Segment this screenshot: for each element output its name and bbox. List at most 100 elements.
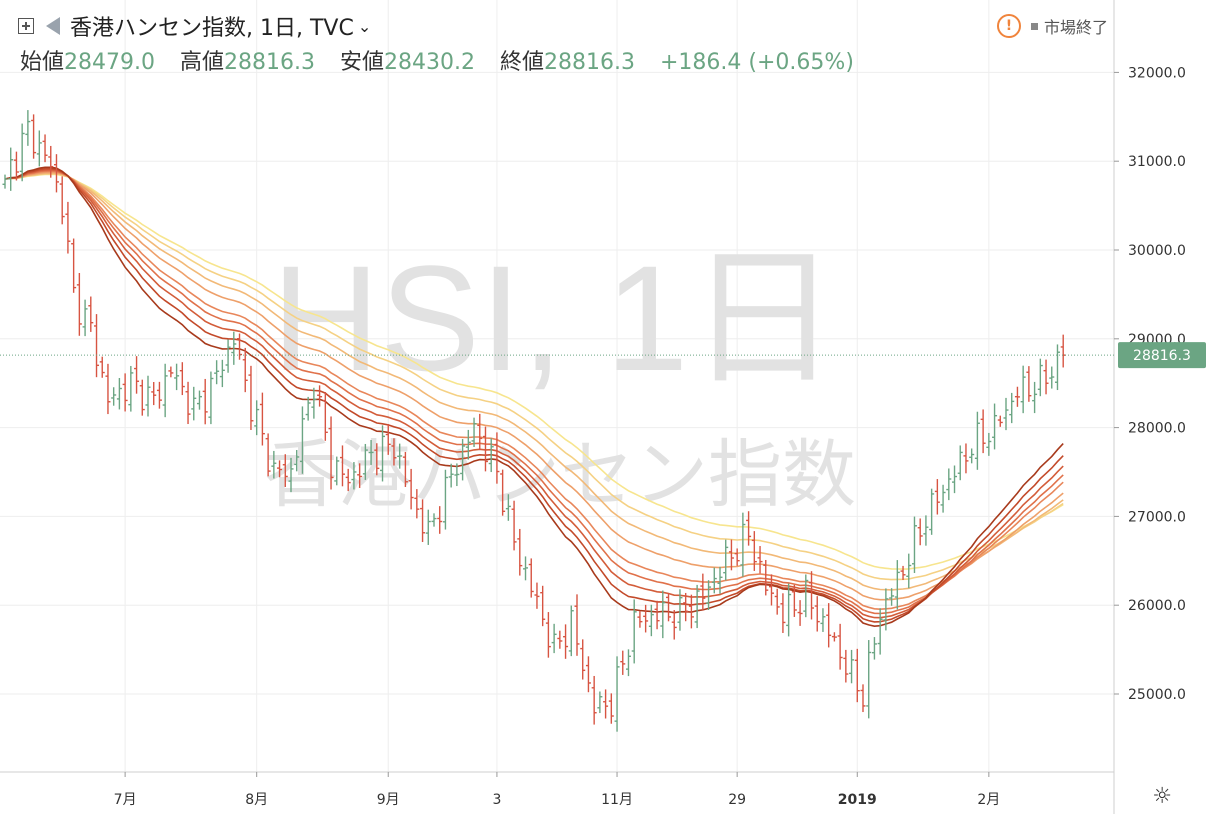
- gear-icon[interactable]: ☼: [1152, 784, 1172, 809]
- ohlc-bar: [837, 623, 843, 670]
- ohlc-bar: [654, 600, 660, 630]
- time-axis[interactable]: 7月 8月 9月 3 11月 29 2019 2月: [114, 772, 1001, 808]
- ohlc-bar: [1009, 392, 1015, 424]
- ohlc-bar: [540, 585, 546, 627]
- ohlc-bar: [723, 539, 729, 581]
- ohlc-bar: [603, 689, 609, 719]
- chart-header[interactable]: 香港ハンセン指数, 1日, TVC ⌄: [18, 10, 371, 42]
- ohlc-bar: [580, 639, 586, 680]
- ohlc-bar: [980, 409, 986, 454]
- ohlc-bar: [854, 648, 860, 703]
- ohlc-bar: [265, 433, 271, 477]
- ohlc-bar: [929, 488, 935, 535]
- ohlc-bar: [1020, 365, 1026, 414]
- ohlc-bar: [637, 611, 643, 628]
- ohlc-bar: [849, 649, 855, 684]
- time-tick-label: 8月: [245, 792, 268, 808]
- symbol-title[interactable]: 香港ハンセン指数, 1日, TVC: [70, 16, 354, 41]
- ohlc-bar: [431, 513, 437, 527]
- ohlc-legend: 始値28479.0 高値28816.3 安値28430.2 終値28816.3 …: [20, 44, 854, 76]
- expand-icon[interactable]: [18, 18, 34, 34]
- ohlc-bar: [511, 500, 517, 551]
- ohlc-bar: [814, 596, 820, 632]
- ohlc-bar: [122, 373, 128, 412]
- ohlc-bar: [963, 443, 969, 474]
- high-value: 28816.3: [224, 50, 315, 75]
- ohlc-bar: [866, 640, 872, 719]
- ohlc-bar: [763, 559, 769, 596]
- ohlc-bar: [877, 608, 883, 655]
- change-value: +186.4 (+0.65%): [660, 50, 854, 75]
- ohlc-bar: [568, 605, 574, 657]
- ohlc-bar: [563, 624, 569, 659]
- ohlc-bar: [734, 548, 740, 566]
- ohlc-bar: [202, 378, 208, 425]
- ohlc-bar: [608, 693, 614, 724]
- ohlc-bar: [660, 590, 666, 639]
- ohlc-bar: [437, 506, 443, 534]
- ohlc-bar: [362, 443, 368, 480]
- ohlc-bar: [992, 403, 998, 450]
- ohlc-bar: [997, 415, 1003, 427]
- ohlc-bar: [179, 362, 185, 396]
- ema-line: [4, 171, 1064, 601]
- ohlc-bar: [454, 463, 460, 487]
- ohlc-bar: [288, 457, 294, 493]
- ohlc-bar: [271, 450, 277, 479]
- ohlc-bar: [545, 612, 551, 658]
- warning-icon[interactable]: !: [996, 14, 1021, 38]
- ohlc-bar: [557, 630, 563, 649]
- ohlc-bar: [768, 574, 774, 606]
- ohlc-bar: [746, 511, 752, 546]
- ohlc-bar: [1049, 366, 1055, 389]
- price-axis[interactable]: 25000.026000.027000.028000.029000.030000…: [1114, 65, 1186, 703]
- ema-line: [4, 168, 1064, 619]
- ohlc-bar: [13, 151, 19, 181]
- ohlc-bar: [1032, 381, 1038, 414]
- status-dot-icon: [1030, 22, 1038, 30]
- price-tick-label: 27000.0: [1128, 509, 1186, 525]
- ohlc-bar: [666, 592, 672, 622]
- ohlc-bar: [208, 371, 214, 425]
- ohlc-bar: [791, 584, 797, 617]
- watermark-name: 香港ハンセン指数: [264, 432, 856, 518]
- ohlc-bar: [385, 424, 391, 455]
- ohlc-bar: [139, 379, 145, 416]
- ohlc-bar: [368, 440, 374, 465]
- ohlc-bar: [71, 238, 77, 293]
- ohlc-bar: [442, 469, 448, 530]
- ohlc-bar: [294, 450, 300, 472]
- ohlc-bar: [1043, 359, 1049, 395]
- chevron-down-icon[interactable]: ⌄: [357, 16, 372, 36]
- ohlc-bar: [717, 566, 723, 594]
- ohlc-bar: [425, 509, 431, 545]
- ohlc-bar: [219, 359, 225, 388]
- ohlc-bar: [391, 438, 397, 466]
- ohlc-bar: [677, 589, 683, 631]
- price-tick-label: 30000.0: [1128, 243, 1186, 259]
- price-tick-label: 26000.0: [1128, 598, 1186, 614]
- ohlc-bar: [397, 443, 403, 469]
- ohlc-bar: [196, 390, 202, 410]
- ohlc-bar: [671, 610, 677, 640]
- ohlc-bar: [826, 603, 832, 648]
- ohlc-bar: [460, 439, 466, 481]
- ohlc-bar: [940, 484, 946, 513]
- ohlc-bar: [36, 130, 42, 167]
- ohlc-bar: [797, 600, 803, 626]
- ohlc-bar: [1037, 358, 1043, 397]
- ohlc-bar: [969, 448, 975, 464]
- ohlc-bar: [585, 656, 591, 693]
- ohlc-bar: [534, 582, 540, 609]
- ohlc-bar: [42, 134, 48, 163]
- ohlc-bar: [420, 499, 426, 543]
- time-tick-label: 2019: [838, 792, 877, 808]
- ohlc-bar: [414, 489, 420, 519]
- market-status[interactable]: ! 市場終了: [996, 14, 1108, 38]
- ohlc-bar: [345, 468, 351, 492]
- ema-line: [4, 167, 1064, 623]
- high-label: 高値: [180, 50, 225, 75]
- ohlc-bar: [500, 469, 506, 516]
- ohlc-bar: [871, 637, 877, 660]
